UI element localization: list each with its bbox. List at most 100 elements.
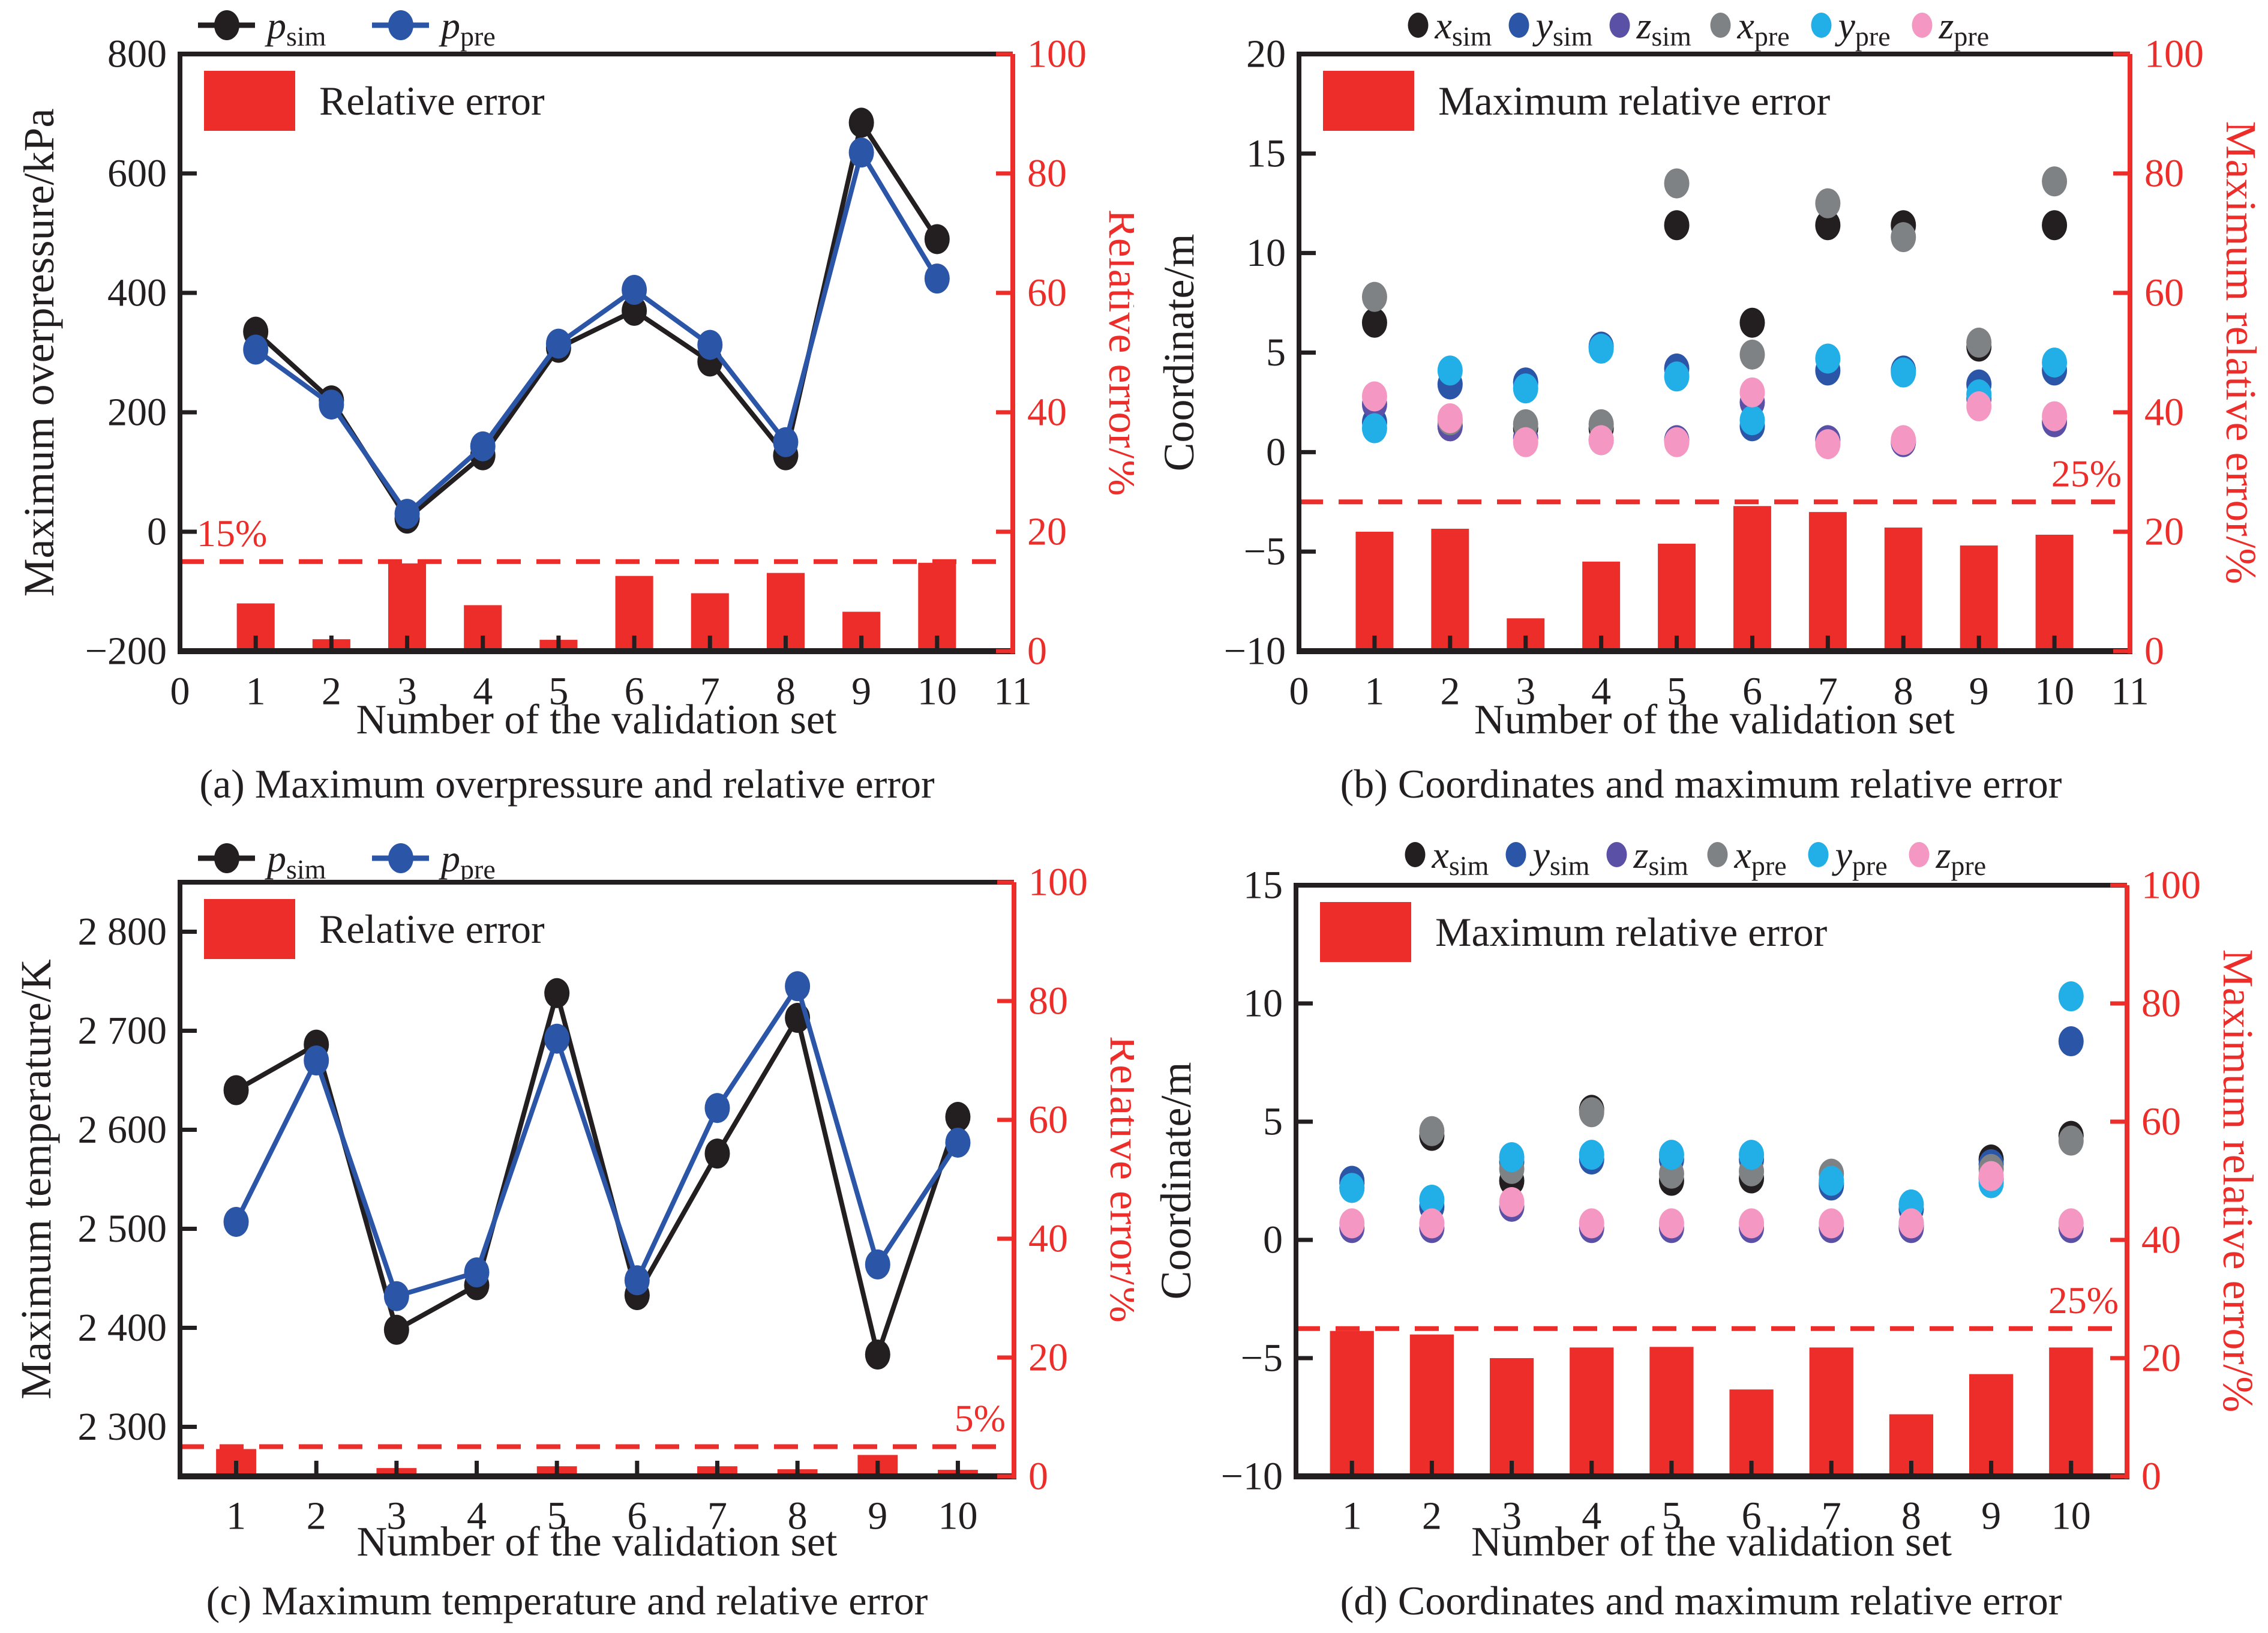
data-point-x_pre [1739, 339, 1765, 370]
threshold-label: 5% [955, 1397, 1006, 1440]
right-tick-label: 40 [2141, 1218, 2181, 1262]
data-point-z_pre [1588, 425, 1614, 456]
data-point-y_pre [1664, 361, 1690, 392]
data-point-y_pre [1739, 405, 1765, 436]
panel-c-caption: (c) Maximum temperature and relative err… [206, 1578, 928, 1623]
left-axis-title: Coordinate/m [1152, 1062, 1200, 1300]
data-point-x_pre [2042, 166, 2068, 197]
bar-legend: Relative error [204, 71, 545, 131]
panel-c-chart: 5% 2 300 2 400 2 500 2 600 2 700 2 800 0 20 40 60 8… [12, 837, 1134, 1566]
x-tick-label: 7 [1822, 1494, 1841, 1538]
panel-d: 25% −10 −5 0 5 10 15 0 20 40 60 80 100 1 2 3 4 5 6 7 8 9 10 Coo… [1134, 816, 2268, 1633]
relative-error-bars [216, 1449, 978, 1476]
data-point-z_pre [1978, 1161, 2004, 1191]
x-tick-label: 3 [1502, 1494, 1522, 1538]
left-tick-label: 200 [107, 391, 167, 435]
data-point-x_pre [1579, 1097, 1604, 1128]
data-point-z_pre [1437, 403, 1463, 433]
series-line [254, 146, 940, 518]
x-axis-title: Number of the validation set [357, 1519, 838, 1565]
x-tick-label: 9 [868, 1494, 887, 1538]
data-point-p_pre [865, 1249, 890, 1280]
x-tick-label: 4 [1591, 670, 1611, 714]
x-tick-label: 0 [170, 670, 190, 714]
data-point-y_sim [2058, 1026, 2084, 1057]
legend-marker-x_pre [1710, 13, 1731, 38]
x-axis-title: Number of the validation set [1471, 1519, 1952, 1565]
x-axis-title: Number of the validation set [356, 697, 837, 743]
data-point-y_pre [1339, 1173, 1365, 1203]
x-tick-label: 9 [1969, 670, 1989, 714]
bar-legend-swatch [1323, 71, 1414, 131]
left-tick-label: 0 [1263, 1218, 1283, 1262]
series-z_pre [1339, 1161, 2084, 1239]
x-tick-label: 6 [627, 1494, 647, 1538]
axes [1294, 883, 2129, 1479]
x-tick-label: 10 [2035, 670, 2074, 714]
x-tick-label: 2 [1440, 670, 1460, 714]
legend-marker-z_pre [1912, 13, 1933, 38]
legend-label-x_sim: xsim [1432, 834, 1489, 881]
data-point-y_pre [1499, 1142, 1525, 1173]
data-point-z_pre [2042, 401, 2068, 432]
legend-label-z_pre: zpre [1939, 4, 1990, 52]
panel-d-chart: 25% −10 −5 0 5 10 15 0 20 40 60 80 100 1 2 3 4 5 6 7 8 9 10 Coo… [1152, 834, 2262, 1566]
relative-error-bar [1808, 512, 1847, 651]
left-tick-label: 0 [147, 510, 167, 554]
data-point-z_pre [1658, 1208, 1684, 1239]
series-legend: xsim ysim zsim xpre ypre zpre [1408, 4, 1990, 52]
data-point-z_pre [1579, 1208, 1604, 1239]
x-tick-label: 11 [994, 670, 1032, 714]
legend-label-x_pre: xpre [1734, 834, 1787, 881]
x-tick-label: 9 [851, 670, 871, 714]
data-point-z_pre [1891, 425, 1916, 456]
x-tick-label: 1 [226, 1494, 246, 1538]
x-tick-label: 8 [776, 670, 796, 714]
x-tick-label: 7 [700, 670, 720, 714]
x-tick-label: 9 [1981, 1494, 2001, 1538]
data-point-p_sim [383, 1314, 409, 1345]
left-axis-title: Coordinate/m [1155, 234, 1203, 472]
right-tick-label: 60 [1028, 1098, 1068, 1142]
right-tick-label: 60 [1027, 271, 1067, 315]
data-point-p_pre [545, 328, 571, 359]
legend-label-x_pre: xpre [1737, 4, 1790, 52]
relative-error-bar [1431, 529, 1469, 651]
legend-marker-p_pre [388, 10, 413, 40]
bar-legend-swatch [1320, 902, 1411, 962]
series-legend: xsim ysim zsim xpre ypre zpre [1405, 834, 1986, 881]
left-tick-label: 10 [1243, 982, 1283, 1026]
bar-legend: Maximum relative error [1320, 902, 1828, 962]
x-tick-label: 1 [1364, 670, 1384, 714]
threshold-label: 15% [197, 512, 267, 555]
data-point-y_pre [2058, 981, 2084, 1012]
series-x_pre [1361, 166, 2068, 439]
data-point-x_pre [1891, 222, 1916, 253]
right-tick-label: 20 [1028, 1336, 1068, 1380]
bar-legend: Relative error [204, 899, 545, 959]
left-tick-label: −5 [1244, 530, 1286, 574]
x-tick-label: 8 [1894, 670, 1913, 714]
data-point-x_sim [1815, 210, 1841, 241]
series-p_pre [243, 137, 950, 529]
x-tick-label: 6 [1742, 1494, 1762, 1538]
data-point-p_sim [848, 107, 874, 138]
x-tick-label: 8 [1901, 1494, 1921, 1538]
legend-marker-y_sim [1508, 13, 1529, 38]
axes [178, 52, 1015, 654]
panel-a: 15% −200 0 200 400 600 800 0 20 40 60 80 100 0 1 2 3 4 5 6 7… [0, 0, 1134, 816]
right-axis-title: Relative error/% [1101, 1036, 1134, 1323]
left-axis-title: Maximum temperature/K [12, 959, 60, 1400]
panel-b-chart: 25% −10 −5 0 5 10 15 20 0 20 40 60 80 100 0 1 2 3 4 5 6 7 8 9 10… [1155, 4, 2265, 744]
series-y_pre [1361, 333, 2068, 444]
right-tick-label: 100 [2144, 32, 2204, 76]
relative-error-bar [1658, 543, 1696, 651]
series-z_pre [1361, 377, 2068, 460]
data-point-p_sim [945, 1102, 971, 1132]
series-p_pre [223, 971, 971, 1311]
right-tick-label: 0 [1027, 630, 1047, 673]
right-tick-label: 20 [1027, 510, 1067, 554]
relative-error-bar [1489, 1358, 1534, 1476]
relative-error-bars [236, 562, 956, 651]
relative-error-bar [1809, 1347, 1853, 1476]
